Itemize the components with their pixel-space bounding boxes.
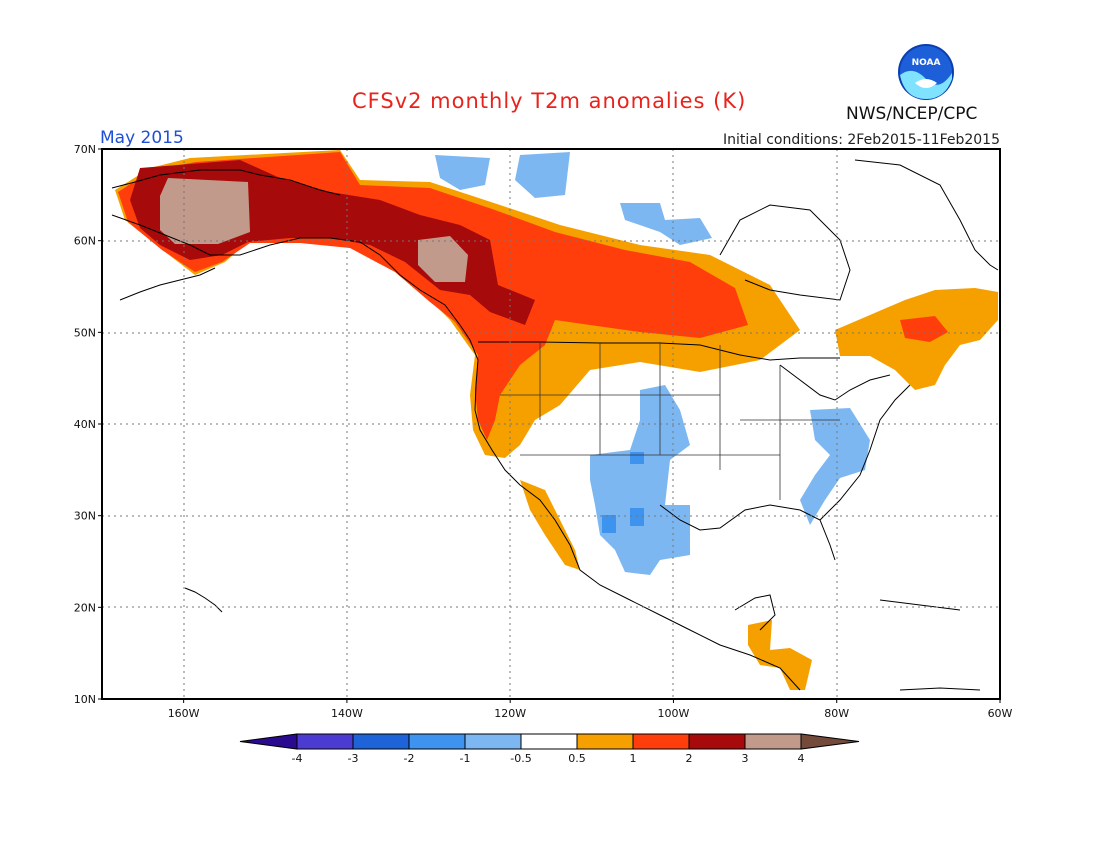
- lat-tick-label: 40N: [74, 418, 96, 431]
- colorbar-arrow-low: [239, 733, 298, 750]
- lon-tick-label: 60W: [988, 707, 1013, 720]
- anomaly-region-blue-north3: [620, 203, 712, 245]
- colorbar-label: -2: [404, 752, 415, 765]
- anomaly-cell-blue-dark3: [630, 508, 644, 526]
- lon-tick-label: 100W: [658, 707, 690, 720]
- lat-tick-label: 10N: [74, 693, 96, 706]
- forecast-month: May 2015: [100, 128, 184, 148]
- anomaly-region-tan-canada: [418, 236, 468, 282]
- anomaly-region-orange-baja: [520, 480, 580, 570]
- map-background: [102, 149, 1000, 699]
- colorbar-swatch: [464, 733, 522, 750]
- lon-tick-label: 140W: [331, 707, 363, 720]
- colorbar-label: 0.5: [568, 752, 586, 765]
- lat-tick-label: 30N: [74, 510, 96, 523]
- anomaly-fields: [115, 150, 998, 690]
- lon-tick-label: 160W: [168, 707, 200, 720]
- colorbar-label: -0.5: [510, 752, 531, 765]
- hudson-bay: [719, 204, 851, 301]
- colorbar-swatch: [352, 733, 410, 750]
- west-coast-us: [469, 339, 801, 691]
- colorbar-swatch: [576, 733, 634, 750]
- lon-tick-label: 80W: [824, 707, 849, 720]
- colorbar-swatch: [744, 733, 802, 750]
- colorbar-label: 1: [630, 752, 637, 765]
- map-frame: [101, 148, 1001, 700]
- anomaly-region-tan-alaska: [160, 178, 250, 244]
- anomaly-cell-blue-dark2: [602, 515, 616, 533]
- colorbar-label: 2: [686, 752, 693, 765]
- anomaly-region-blue-north2: [515, 152, 570, 198]
- yucatan: [734, 594, 776, 631]
- latitude-axis: 70N 60N 50N 40N 30N 20N 10N: [74, 143, 102, 706]
- lon-tick-label: 120W: [494, 707, 526, 720]
- us-state-lines: [500, 342, 840, 500]
- anomaly-region-blue-se: [800, 408, 870, 525]
- colorbar-swatch: [520, 733, 578, 750]
- longitude-axis: 160W 140W 120W 100W 80W 60W: [168, 699, 1013, 720]
- hawaii: [184, 587, 223, 613]
- anomaly-region-darkred: [130, 160, 535, 325]
- anomaly-region-blue-north1: [435, 155, 490, 190]
- colorbar-label: -4: [292, 752, 303, 765]
- initial-conditions: Initial conditions: 2Feb2015-11Feb2015: [723, 132, 1000, 148]
- colorbar-swatch: [632, 733, 690, 750]
- alaska-coast: [111, 169, 471, 341]
- baffin: [854, 159, 999, 271]
- gridlines: [102, 149, 1000, 699]
- colorbar-swatch: [296, 733, 354, 750]
- anomaly-region-red: [118, 152, 748, 440]
- colorbar-label: 3: [742, 752, 749, 765]
- aleutians: [119, 267, 216, 301]
- colorbar-arrow-high: [800, 733, 860, 750]
- colorbar-label: 4: [798, 752, 805, 765]
- coastlines: [111, 159, 999, 691]
- anomaly-region-orange-west: [115, 150, 800, 458]
- gulf-coast: [659, 384, 911, 561]
- colorbar-swatch: [408, 733, 466, 750]
- colorbar-label: -3: [348, 752, 359, 765]
- agency-label: NWS/NCEP/CPC: [846, 104, 978, 124]
- caribbean: [879, 599, 981, 691]
- colorbar-swatch: [688, 733, 746, 750]
- anomaly-region-orange-east: [835, 288, 998, 390]
- anomaly-region-red-east: [900, 316, 948, 342]
- lat-tick-label: 20N: [74, 601, 96, 614]
- lat-tick-label: 50N: [74, 326, 96, 339]
- anomaly-region-orange-ca: [748, 620, 812, 690]
- lat-tick-label: 70N: [74, 143, 96, 156]
- lat-tick-label: 60N: [74, 235, 96, 248]
- colorbar-label: -1: [460, 752, 471, 765]
- us-canada-border: [478, 341, 840, 361]
- colorbar: -4 -3 -2 -1 -0.5 0.5 1 2 3 4: [239, 733, 860, 765]
- noaa-logo-text: NOAA: [912, 58, 941, 68]
- map-title: CFSv2 monthly T2m anomalies (K): [352, 89, 747, 113]
- noaa-logo: NOAA: [898, 44, 954, 100]
- great-lakes: [779, 364, 891, 401]
- anomaly-region-blue-southwest: [590, 385, 690, 575]
- anomaly-cell-blue-dark1: [630, 452, 644, 464]
